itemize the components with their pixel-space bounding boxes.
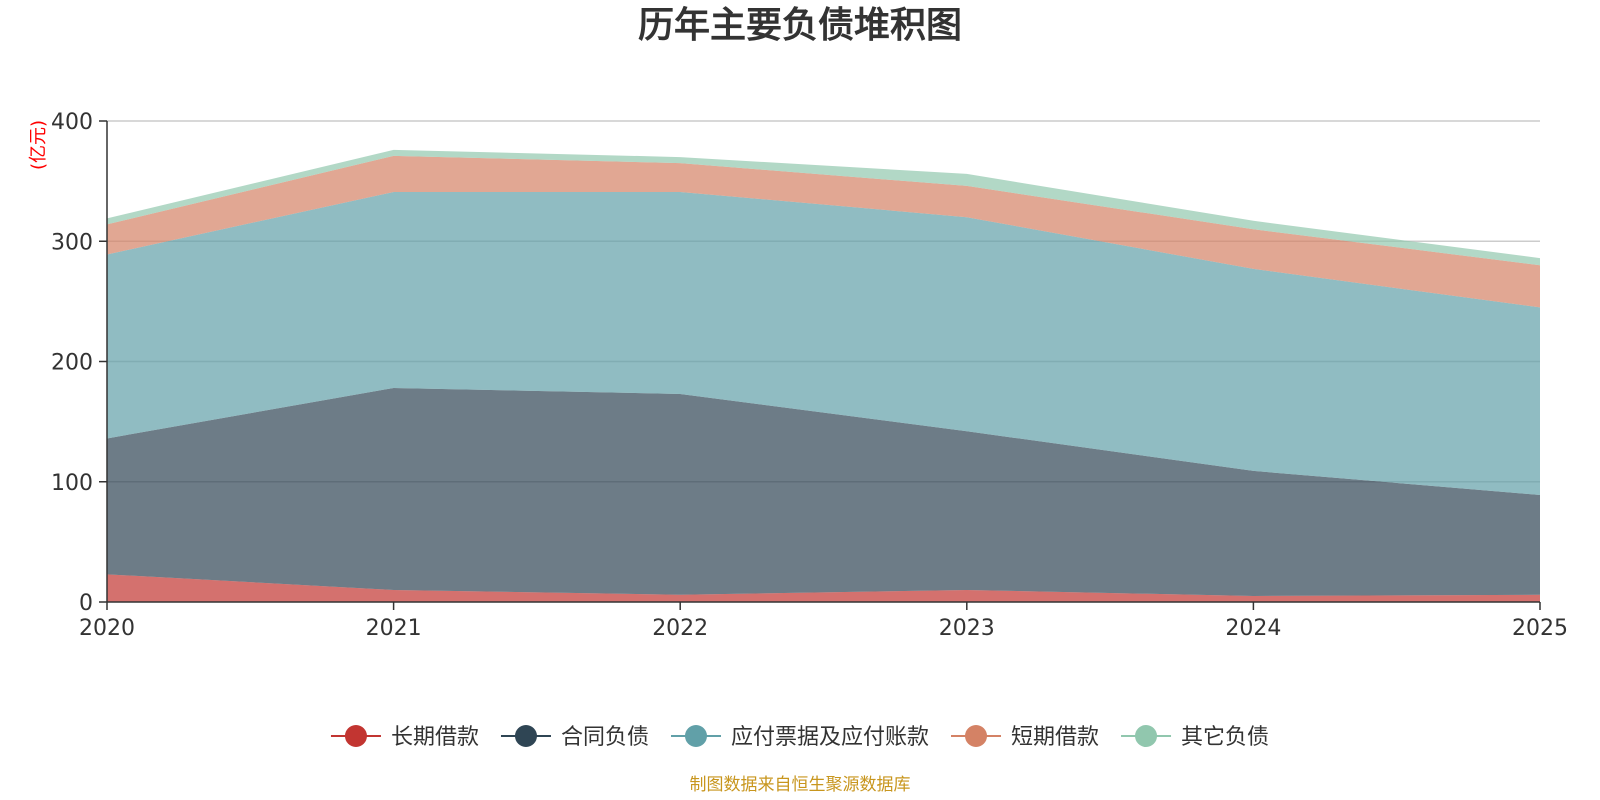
legend-label: 短期借款	[1011, 725, 1099, 750]
legend-marker-icon	[965, 725, 988, 747]
y-tick-label-100: 100	[51, 471, 93, 496]
x-tick-label-2020: 2020	[79, 616, 135, 641]
x-tick-label-2023: 2023	[939, 616, 995, 641]
x-tick-label-2025: 2025	[1512, 616, 1568, 641]
source-note: 制图数据来自恒生聚源数据库	[690, 775, 911, 795]
legend-marker-icon	[344, 725, 367, 747]
area-long_term_loans	[107, 574, 1540, 602]
chart-title: 历年主要负债堆积图	[638, 5, 962, 46]
legend-item-contract_liabilities[interactable]: 合同负债	[500, 725, 649, 750]
legend-label: 合同负债	[561, 725, 649, 750]
legend-item-short_term_loans[interactable]: 短期借款	[951, 725, 1099, 750]
x-axis-ticks: 2020 2021 2022 2023 2024 2025	[79, 602, 1568, 641]
legend-item-other_liabilities[interactable]: 其它负债	[1121, 725, 1269, 750]
legend-label: 应付票据及应付账款	[731, 725, 929, 750]
area-series	[107, 149, 1540, 602]
legend-marker-icon	[514, 725, 537, 747]
area-short_term_loans	[107, 155, 1540, 308]
legend-item-long_term_loans[interactable]: 长期借款	[330, 725, 479, 750]
legend-marker-icon	[684, 725, 707, 747]
y-tick-label-0: 0	[79, 591, 93, 616]
x-tick-label-2021: 2021	[366, 616, 422, 641]
y-tick-label-400: 400	[51, 110, 93, 135]
legend-marker-icon	[1135, 725, 1158, 747]
y-tick-label-300: 300	[51, 230, 93, 255]
legend: 长期借款 合同负债 应付票据及应付账款 短期借款 其它负债	[330, 725, 1269, 750]
area-contract_liabilities	[107, 387, 1540, 596]
x-tick-label-2022: 2022	[652, 616, 708, 641]
x-tick-label-2024: 2024	[1225, 616, 1281, 641]
legend-label: 长期借款	[391, 725, 479, 750]
y-axis-unit-label: (亿元)	[28, 120, 49, 170]
area-other_liabilities	[107, 149, 1540, 266]
area-payables	[107, 191, 1540, 495]
y-tick-label-200: 200	[51, 351, 93, 376]
legend-label: 其它负债	[1181, 725, 1269, 750]
y-axis-ticks: 0 100 200 300 400	[51, 110, 107, 616]
legend-item-payables[interactable]: 应付票据及应付账款	[670, 725, 929, 750]
